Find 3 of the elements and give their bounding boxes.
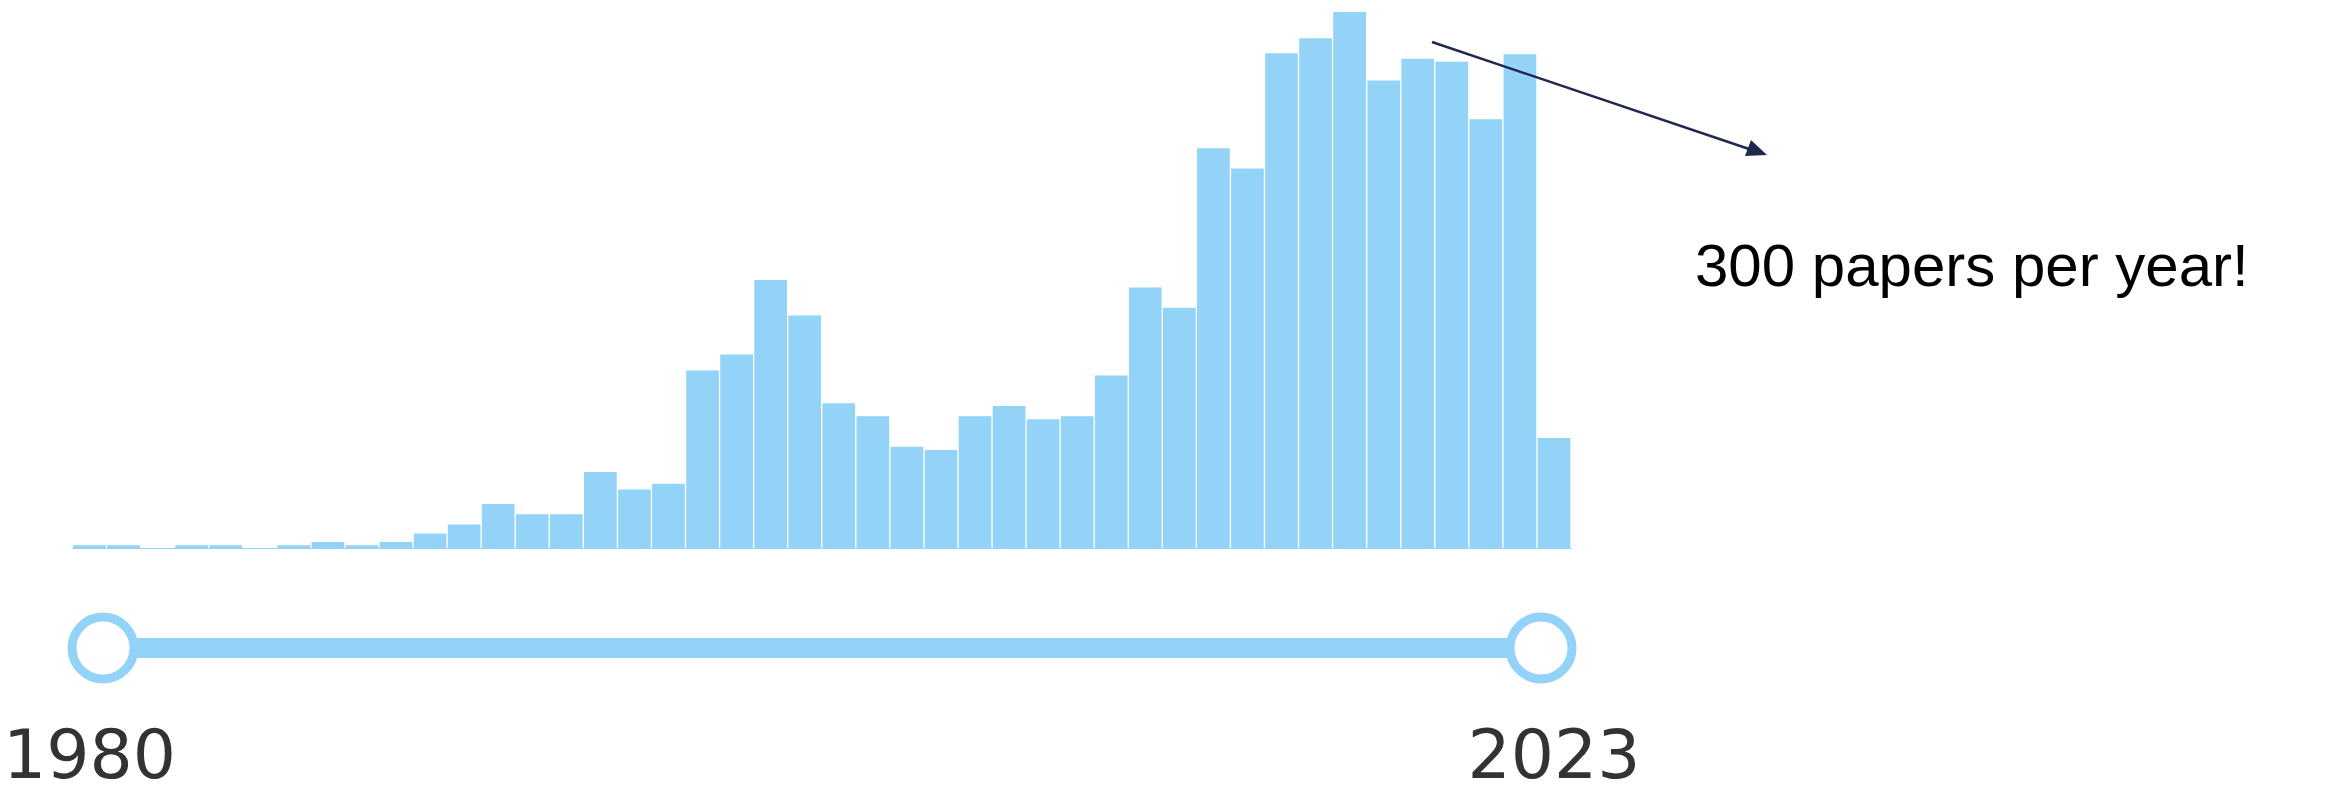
text: 300 papers per year! bbox=[1695, 231, 2249, 299]
x-tick-label: 1980 bbox=[2, 714, 177, 788]
x-tick-label: 2023 bbox=[1467, 714, 1641, 788]
